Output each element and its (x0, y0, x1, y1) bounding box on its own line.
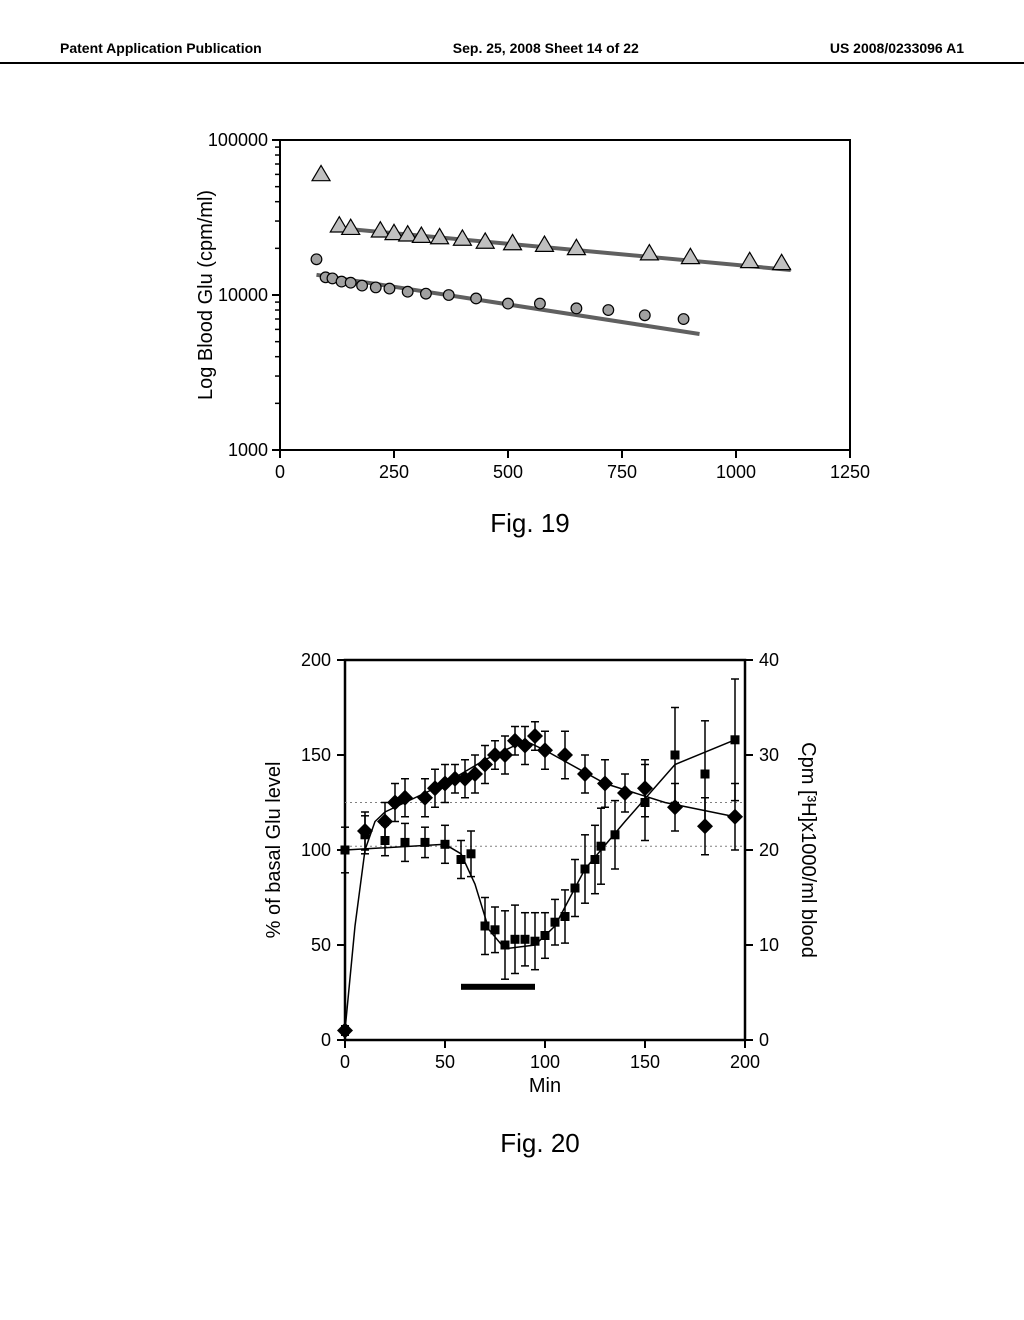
svg-text:30: 30 (759, 745, 779, 765)
fig19-svg: 0 250 500 750 1000 1250 1000 10000 100000 Log Blo… (190, 120, 870, 500)
svg-text:50: 50 (435, 1052, 455, 1072)
svg-text:Min: Min (529, 1075, 561, 1097)
svg-text:750: 750 (607, 462, 637, 482)
svg-text:Log Blood Glu (cpm/ml): Log Blood Glu (cpm/ml) (195, 190, 217, 400)
svg-text:100: 100 (301, 840, 331, 860)
svg-text:10: 10 (759, 935, 779, 955)
header-right: US 2008/0233096 A1 (830, 40, 964, 56)
svg-text:% of basal Glu level: % of basal Glu level (263, 762, 285, 939)
fig20-svg: 050100150200050100150200010203040% of ba… (260, 640, 820, 1120)
svg-text:Cpm [³H]x1000/ml blood: Cpm [³H]x1000/ml blood (797, 742, 819, 958)
figure-19: 0 250 500 750 1000 1250 1000 10000 100000 Log Blo… (190, 120, 870, 540)
svg-text:0: 0 (340, 1052, 350, 1072)
figure-20: 050100150200050100150200010203040% of ba… (260, 640, 820, 1200)
svg-text:1000: 1000 (716, 462, 756, 482)
svg-text:1000: 1000 (228, 440, 268, 460)
svg-text:1250: 1250 (830, 462, 870, 482)
svg-text:50: 50 (311, 935, 331, 955)
svg-text:500: 500 (493, 462, 523, 482)
svg-text:150: 150 (630, 1052, 660, 1072)
svg-text:100: 100 (530, 1052, 560, 1072)
header-center: Sep. 25, 2008 Sheet 14 of 22 (453, 40, 639, 56)
svg-text:0: 0 (321, 1030, 331, 1050)
patent-header: Patent Application Publication Sep. 25, … (0, 40, 1024, 64)
svg-text:100000: 100000 (208, 130, 268, 150)
svg-text:150: 150 (301, 745, 331, 765)
svg-text:200: 200 (730, 1052, 760, 1072)
fig19-caption: Fig. 19 (190, 508, 870, 539)
svg-text:10000: 10000 (218, 285, 268, 305)
svg-text:40: 40 (759, 650, 779, 670)
svg-text:250: 250 (379, 462, 409, 482)
header-left: Patent Application Publication (60, 40, 262, 56)
svg-text:0: 0 (759, 1030, 769, 1050)
svg-text:0: 0 (275, 462, 285, 482)
svg-text:20: 20 (759, 840, 779, 860)
svg-text:200: 200 (301, 650, 331, 670)
fig20-caption: Fig. 20 (260, 1128, 820, 1159)
